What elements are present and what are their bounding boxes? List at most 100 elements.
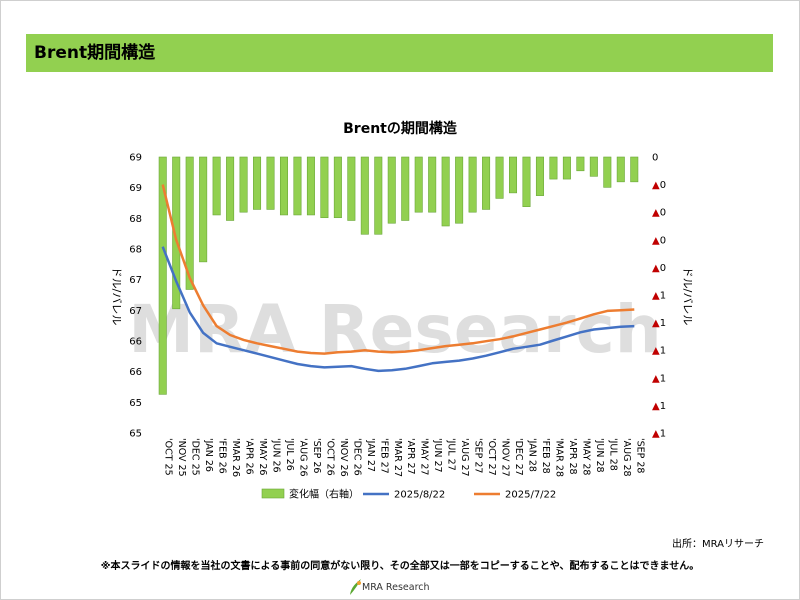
- bar-9: [279, 156, 288, 216]
- disclaimer: ※本スライドの情報を当社の文書による事前の同意がない限り、その全部又は一部をコピ…: [100, 561, 700, 572]
- x-tick-16: 'FEB 27: [378, 438, 389, 474]
- x-tick-29: 'MAR 28: [553, 438, 564, 477]
- bar-24: [482, 156, 491, 210]
- bar-6: [239, 156, 248, 213]
- x-tick-14: 'DEC 26: [351, 438, 362, 476]
- x-tick-22: 'AUG 27: [459, 438, 470, 477]
- bar-23: [468, 156, 477, 213]
- x-tick-31: 'MAY 28: [580, 438, 591, 475]
- y-tick-right-3: ▲0: [652, 235, 666, 246]
- y-tick-right-10: ▲1: [652, 429, 666, 440]
- legend: 変化幅（右軸） 2025/8/22 2025/7/22: [261, 488, 556, 501]
- bar-26: [509, 156, 518, 194]
- x-tick-5: 'MAR 26: [230, 438, 241, 477]
- y-tick-left-5: 67: [129, 306, 142, 317]
- x-tick-35: 'SEP 28: [634, 438, 645, 473]
- bar-20: [428, 156, 437, 213]
- bar-33: [603, 156, 612, 188]
- bar-25: [495, 156, 504, 199]
- y-ticks-right: 0 ▲0 ▲0 ▲0 ▲0 ▲1 ▲1 ▲1 ▲1 ▲1 ▲1: [652, 153, 666, 440]
- bar-0: [158, 156, 167, 395]
- y-axis-label-left: ドル/バレル: [110, 267, 123, 326]
- bar-30: [562, 156, 571, 180]
- series-line-1: [161, 184, 635, 355]
- x-tick-30: 'APR 28: [567, 438, 578, 475]
- y-tick-left-7: 66: [129, 367, 142, 378]
- x-tick-12: 'OCT 26: [324, 438, 335, 476]
- y-tick-left-3: 68: [129, 245, 142, 256]
- x-tick-20: 'JUN 27: [432, 438, 443, 473]
- y-tick-right-2: ▲0: [652, 208, 666, 219]
- y-tick-left-6: 66: [129, 337, 142, 348]
- y-tick-left-8: 65: [129, 398, 142, 409]
- x-tick-2: 'DEC 25: [190, 438, 201, 476]
- y-tick-right-0: 0: [652, 153, 658, 164]
- x-tick-24: 'OCT 27: [486, 438, 497, 476]
- header-bar: Brent期間構造: [26, 34, 773, 72]
- y-tick-left-4: 67: [129, 275, 142, 286]
- bar-15: [360, 156, 369, 235]
- bar-11: [306, 156, 315, 216]
- bar-2: [185, 156, 194, 290]
- x-tick-32: 'JUN 28: [594, 438, 605, 473]
- series-line-0: [161, 246, 635, 373]
- x-tick-34: 'AUG 28: [621, 438, 632, 477]
- legend-label-0: 変化幅（右軸）: [289, 488, 359, 501]
- bar-34: [616, 156, 625, 183]
- watermark: MRA Research: [128, 291, 661, 368]
- y-tick-right-4: ▲0: [652, 263, 666, 274]
- bars-group: [158, 156, 639, 395]
- x-tick-17: 'MAR 27: [392, 438, 403, 477]
- bar-35: [630, 156, 639, 183]
- x-tick-8: 'JUN 26: [271, 438, 282, 473]
- y-tick-left-9: 65: [129, 429, 142, 440]
- x-tick-3: 'JAN 26: [203, 438, 214, 472]
- x-tick-33: 'JUL 28: [607, 438, 618, 471]
- logo-mark-icon: [350, 579, 361, 595]
- bar-14: [347, 156, 356, 221]
- x-tick-25: 'NOV 27: [500, 438, 511, 477]
- bar-3: [199, 156, 208, 263]
- source-note: 出所：MRAリサーチ: [671, 539, 764, 550]
- x-tick-28: 'FEB 28: [540, 438, 551, 474]
- bar-10: [293, 156, 302, 216]
- y-tick-right-8: ▲1: [652, 373, 666, 384]
- x-tick-6: 'APR 26: [244, 438, 255, 475]
- bar-13: [333, 156, 342, 219]
- x-tick-0: 'OCT 25: [163, 438, 174, 476]
- y-axis-label-right: ドル/バレル: [681, 267, 694, 326]
- y-tick-left-0: 69: [129, 153, 142, 164]
- legend-label-1: 2025/8/22: [394, 490, 445, 501]
- bar-19: [414, 156, 423, 213]
- bar-22: [455, 156, 464, 224]
- x-tick-26: 'DEC 27: [513, 438, 524, 476]
- bar-21: [441, 156, 450, 227]
- bar-18: [401, 156, 410, 221]
- bar-8: [266, 156, 275, 210]
- y-tick-left-2: 68: [129, 214, 142, 225]
- y-tick-left-1: 69: [129, 183, 142, 194]
- lines-group: [161, 184, 635, 373]
- x-tick-23: 'SEP 27: [473, 438, 484, 473]
- bar-7: [253, 156, 262, 210]
- x-tick-10: 'AUG 26: [297, 438, 308, 477]
- bar-28: [535, 156, 544, 196]
- x-tick-7: 'MAY 26: [257, 438, 268, 475]
- bar-4: [212, 156, 221, 216]
- x-tick-27: 'JAN 28: [526, 438, 537, 472]
- x-tick-19: 'MAY 27: [419, 438, 430, 475]
- bar-5: [226, 156, 235, 221]
- x-tick-4: 'FEB 26: [217, 438, 228, 474]
- y-tick-right-7: ▲1: [652, 346, 666, 357]
- y-ticks-left: 69 69 68 68 67 67 66 66 65 65: [129, 153, 142, 440]
- y-tick-right-6: ▲1: [652, 318, 666, 329]
- logo-text: MRA Research: [362, 582, 430, 593]
- x-tick-1: 'NOV 25: [176, 438, 187, 477]
- x-tick-11: 'SEP 26: [311, 438, 322, 473]
- x-tick-9: 'JUL 26: [284, 438, 295, 471]
- x-tick-13: 'NOV 26: [338, 438, 349, 477]
- chart-title: Brentの期間構造: [343, 120, 457, 137]
- y-tick-right-9: ▲1: [652, 401, 666, 412]
- legend-label-2: 2025/7/22: [505, 490, 556, 501]
